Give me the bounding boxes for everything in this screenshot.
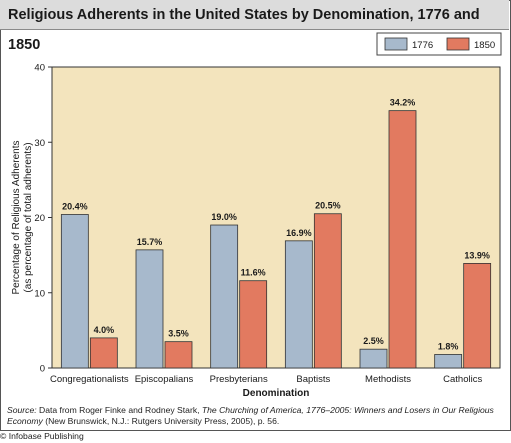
y-tick-label: 0 xyxy=(40,364,45,375)
y-axis-label-line1: Percentage of Religious Adherents xyxy=(11,141,22,295)
bar-1850-methodists xyxy=(388,110,417,369)
x-tick-label: Catholics xyxy=(443,374,482,385)
data-label: 13.9% xyxy=(464,250,490,260)
x-tick-label: Episcopalians xyxy=(135,374,194,385)
x-tick-label: Presbyterians xyxy=(210,374,268,385)
publisher-credit: © Infobase Publishing xyxy=(0,431,84,441)
bar-1850-episcopalians xyxy=(164,341,193,369)
source-note: Source: Data from Roger Finke and Rodney… xyxy=(7,405,507,427)
plot-area xyxy=(51,66,501,369)
x-axis-label: Denomination xyxy=(243,388,310,399)
source-book: The Churching of America, 1776–2005: Win… xyxy=(7,405,494,426)
data-label: 2.5% xyxy=(363,336,384,346)
y-tick-label: 10 xyxy=(34,288,45,299)
data-label: 3.5% xyxy=(168,329,189,339)
bar-1776-methodists xyxy=(359,348,388,369)
source-text-b: (New Brunswick, N.J.: Rutgers University… xyxy=(45,416,280,426)
legend-swatch-1776 xyxy=(384,37,408,51)
source-text-a: Data from Roger Finke and Rodney Stark, xyxy=(39,405,200,415)
bar-1776-episcopalians xyxy=(135,249,164,369)
bar-1776-baptists xyxy=(284,240,313,369)
x-tick-label: Baptists xyxy=(296,374,330,385)
x-tick-label: Methodists xyxy=(365,374,411,385)
legend-label-1850: 1850 xyxy=(474,40,495,51)
legend-swatch-1850 xyxy=(446,37,470,51)
bar-1850-baptists xyxy=(313,213,342,369)
bar-1776-catholics xyxy=(434,354,463,369)
data-label: 34.2% xyxy=(390,98,416,108)
y-tick-label: 30 xyxy=(34,138,45,149)
data-label: 19.0% xyxy=(211,212,237,222)
y-tick-label: 40 xyxy=(34,63,45,74)
bar-1776-presbyterians xyxy=(210,224,239,369)
data-label: 15.7% xyxy=(137,237,163,247)
data-label: 4.0% xyxy=(94,325,115,335)
bar-1850-catholics xyxy=(463,263,492,369)
data-label: 20.5% xyxy=(315,201,341,211)
data-label: 16.9% xyxy=(286,228,312,238)
legend-box xyxy=(376,32,502,56)
legend-label-1776: 1776 xyxy=(412,40,433,51)
y-tick-label: 20 xyxy=(34,213,45,224)
x-tick-label: Congregationalists xyxy=(50,374,129,385)
bar-1850-congregationalists xyxy=(89,337,118,369)
bar-1776-congregationalists xyxy=(60,214,89,369)
data-label: 1.8% xyxy=(438,341,459,351)
bar-1850-presbyterians xyxy=(239,280,268,369)
y-axis-label-line2: (as percentage of total adherents) xyxy=(23,142,34,292)
chart-title: Religious Adherents in the United States… xyxy=(0,0,509,53)
data-label: 11.6% xyxy=(241,268,266,278)
source-label: Source: xyxy=(7,405,37,415)
data-label: 20.4% xyxy=(62,201,88,211)
